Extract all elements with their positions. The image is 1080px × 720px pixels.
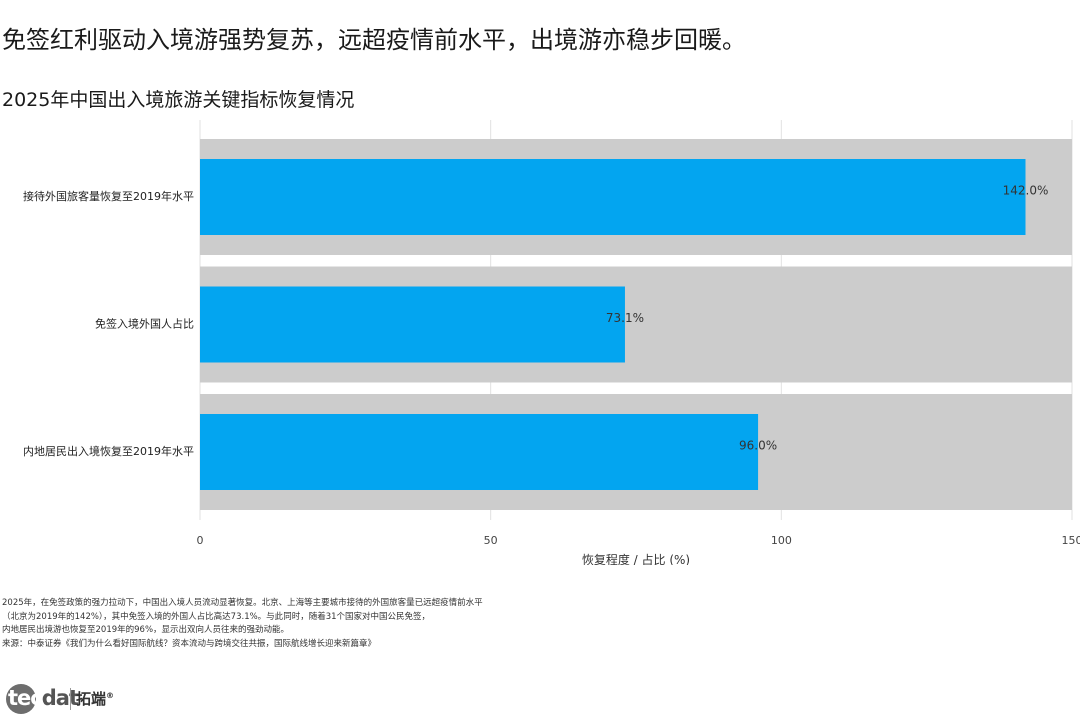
chart-title: 2025年中国出入境旅游关键指标恢复情况	[2, 89, 355, 111]
category-label-2: 内地居民出入境恢复至2019年水平	[23, 444, 194, 458]
note-source: 来源：中泰证券《我们为什么看好国际航线？资本流动与跨境交往共振，国际航线增长迎来…	[2, 638, 377, 649]
x-tick-label-2: 100	[771, 534, 792, 547]
category-label-0: 接待外国旅客量恢复至2019年水平	[23, 189, 194, 203]
logo-brand: tecdat	[8, 686, 79, 710]
source-note: 2025年，在免签政策的强力拉动下，中国出入境人员流动显著恢复。北京、上海等主要…	[2, 597, 602, 651]
logo-badge	[6, 684, 36, 714]
data-bar-2	[200, 414, 759, 490]
category-label-1: 免签入境外国人占比	[95, 317, 194, 331]
x-tick-label-0: 0	[197, 534, 204, 547]
tecdat-logo: tecdat 拓端®	[6, 682, 146, 716]
x-axis-label: 恢复程度 / 占比 (%)	[582, 552, 690, 565]
data-label-2: 96.0%	[739, 439, 777, 453]
note-line-3: 内地居民出境游也恢复至2019年的96%，显示出双向人员往来的强劲动能。	[2, 625, 290, 635]
data-label-0: 142.0%	[1003, 184, 1049, 198]
note-line-1: 2025年，在免签政策的强力拉动下，中国出入境人员流动显著恢复。北京、上海等主要…	[2, 598, 483, 608]
data-label-1: 73.1%	[606, 311, 644, 325]
logo-cn: 拓端®	[76, 690, 115, 708]
x-tick-label-3: 150	[1062, 534, 1080, 547]
note-line-2: （北京为2019年的142%），其中免签入境的外国人占比高达73.1%。与此同时…	[2, 611, 431, 622]
headline: 免签红利驱动入境游强势复苏，远超疫情前水平，出境游亦稳步回暖。	[2, 26, 746, 54]
x-tick-label-1: 50	[484, 534, 498, 547]
logo-divider	[70, 688, 71, 710]
data-bar-1	[200, 286, 625, 363]
data-bar-0	[200, 159, 1026, 235]
bar-chart: 142.0% 接待外国旅客量恢复至2019年水平 73.1% 免签入境外国人占比 96.…	[23, 120, 1080, 565]
